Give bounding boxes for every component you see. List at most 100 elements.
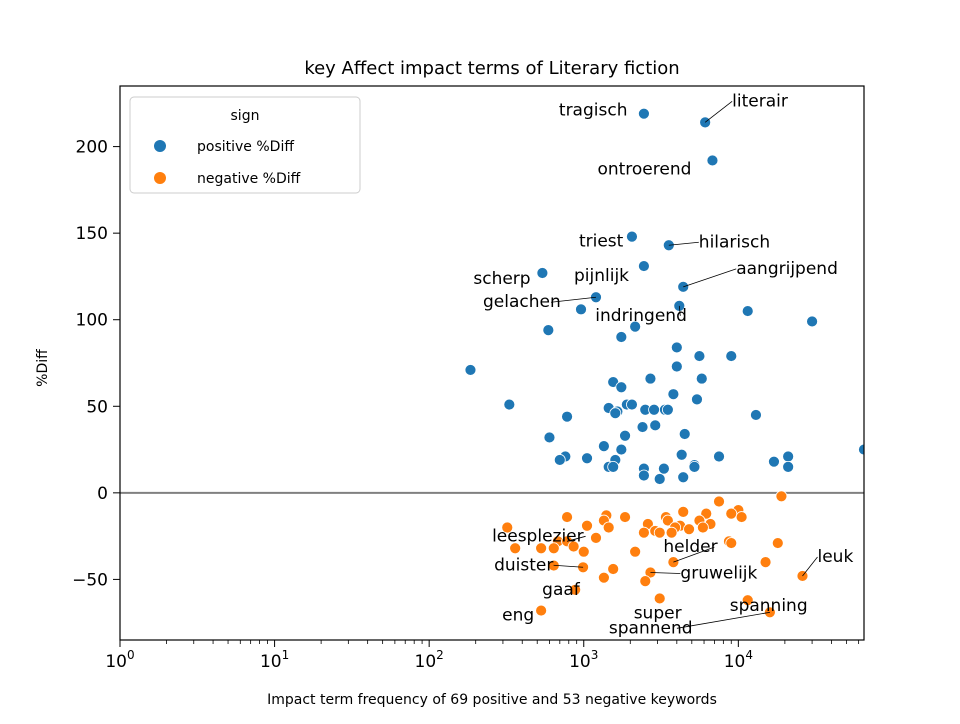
annotation-leader-line bbox=[566, 535, 586, 542]
data-point-negative bbox=[501, 521, 514, 534]
data-point-negative bbox=[602, 521, 615, 534]
point-annotation-label: scherp bbox=[473, 269, 530, 289]
y-tick-label: 100 bbox=[76, 311, 108, 331]
data-point-negative bbox=[590, 531, 602, 544]
data-point-negative bbox=[639, 575, 652, 588]
point-annotation-label: helder bbox=[663, 537, 717, 557]
data-point-positive bbox=[693, 350, 706, 362]
data-point-positive bbox=[675, 448, 688, 461]
data-point-negative bbox=[725, 507, 738, 520]
data-point-positive bbox=[615, 381, 628, 394]
point-annotation-label: hilarisch bbox=[699, 232, 770, 252]
data-point-positive bbox=[575, 303, 587, 316]
point-annotation-label: pijnlijk bbox=[574, 266, 629, 286]
annotation-leader-line bbox=[802, 556, 818, 577]
data-point-positive bbox=[677, 471, 690, 484]
point-annotation-label: spanning bbox=[730, 596, 808, 616]
data-point-negative bbox=[665, 526, 678, 539]
data-point-positive bbox=[561, 410, 573, 423]
data-point-positive bbox=[750, 409, 762, 421]
annotation-leader-line bbox=[676, 611, 770, 629]
y-tick-label: 150 bbox=[76, 224, 108, 244]
data-point-negative bbox=[629, 545, 642, 558]
chart-title: key Affect impact terms of Literary fict… bbox=[304, 58, 679, 79]
point-annotation-label: gaaf bbox=[542, 580, 581, 600]
y-tick-label: 0 bbox=[97, 484, 108, 504]
annotation-leader-line bbox=[553, 564, 584, 568]
point-annotation-label: super bbox=[634, 603, 682, 623]
data-point-negative bbox=[547, 542, 560, 555]
annotation-leader-line bbox=[668, 241, 699, 246]
legend-label-negative: negative %Diff bbox=[197, 171, 301, 187]
x-tick-label: 103 bbox=[569, 648, 598, 672]
data-point-negative bbox=[619, 511, 631, 523]
markers-group bbox=[464, 107, 864, 619]
point-annotation-label: triest bbox=[579, 232, 624, 252]
annotation-leader-line bbox=[650, 572, 681, 574]
legend-title: sign bbox=[231, 108, 260, 124]
data-point-positive bbox=[626, 230, 638, 243]
data-point-negative bbox=[638, 526, 650, 539]
point-annotation-label: leesplezier bbox=[492, 526, 584, 546]
data-point-negative bbox=[581, 519, 593, 532]
annotation-leader-line bbox=[678, 305, 681, 316]
data-point-positive bbox=[536, 267, 549, 279]
y-tick-label: −50 bbox=[72, 570, 108, 590]
data-point-positive bbox=[626, 398, 638, 411]
y-axis-label: %Diff bbox=[35, 349, 51, 387]
data-point-positive bbox=[607, 460, 620, 473]
data-point-negative bbox=[535, 542, 548, 555]
data-point-negative bbox=[653, 526, 666, 539]
point-annotation-label: leuk bbox=[817, 547, 853, 567]
data-point-negative bbox=[535, 604, 548, 617]
legend-marker-positive bbox=[154, 140, 166, 152]
data-point-positive bbox=[725, 350, 738, 362]
point-annotation-label: duister bbox=[494, 555, 553, 575]
plot-area: tragisch literair ontroerend triest hilarisc… bbox=[72, 85, 865, 672]
data-point-positive bbox=[629, 320, 642, 333]
legend-box bbox=[129, 96, 361, 194]
point-annotation-label: literair bbox=[732, 91, 788, 111]
x-tick-label: 104 bbox=[724, 648, 753, 672]
data-point-negative bbox=[741, 594, 754, 607]
data-point-positive bbox=[782, 460, 795, 473]
point-annotation-label: eng bbox=[502, 606, 534, 626]
data-point-positive bbox=[581, 452, 593, 465]
annotation-leader-line bbox=[673, 546, 715, 563]
point-annotation-label: ontroerend bbox=[597, 159, 691, 179]
x-tick-label: 102 bbox=[415, 648, 444, 672]
data-point-negative bbox=[607, 563, 620, 575]
y-tick-label: 200 bbox=[76, 138, 108, 158]
data-point-positive bbox=[691, 393, 703, 406]
annotation-leader-line bbox=[550, 296, 597, 303]
data-point-positive bbox=[695, 372, 708, 385]
data-point-negative bbox=[735, 511, 748, 523]
data-point-positive bbox=[553, 454, 566, 466]
data-point-positive bbox=[670, 360, 683, 373]
data-point-positive bbox=[638, 260, 650, 272]
annotation-leader-line bbox=[683, 268, 737, 288]
data-point-negative bbox=[775, 490, 788, 503]
data-point-negative bbox=[569, 583, 582, 596]
point-annotation-label: gruwelijk bbox=[680, 563, 757, 583]
data-point-positive bbox=[619, 429, 631, 442]
data-point-negative bbox=[653, 592, 666, 605]
data-point-positive bbox=[782, 450, 795, 463]
data-point-negative bbox=[597, 571, 610, 584]
data-point-positive bbox=[638, 469, 650, 482]
data-point-positive bbox=[543, 431, 556, 444]
data-point-positive bbox=[713, 450, 725, 463]
data-point-positive bbox=[741, 305, 754, 317]
data-point-positive bbox=[658, 462, 670, 475]
data-point-positive bbox=[806, 315, 818, 328]
data-point-positive bbox=[661, 403, 674, 416]
data-point-negative bbox=[771, 537, 784, 549]
point-annotation-label: aangrijpend bbox=[736, 259, 838, 279]
data-point-positive bbox=[706, 154, 719, 167]
data-point-negative bbox=[697, 521, 709, 534]
data-point-positive bbox=[858, 443, 864, 456]
data-point-positive bbox=[670, 341, 683, 354]
data-point-positive bbox=[542, 324, 555, 337]
annotation-leader-line bbox=[704, 101, 733, 123]
